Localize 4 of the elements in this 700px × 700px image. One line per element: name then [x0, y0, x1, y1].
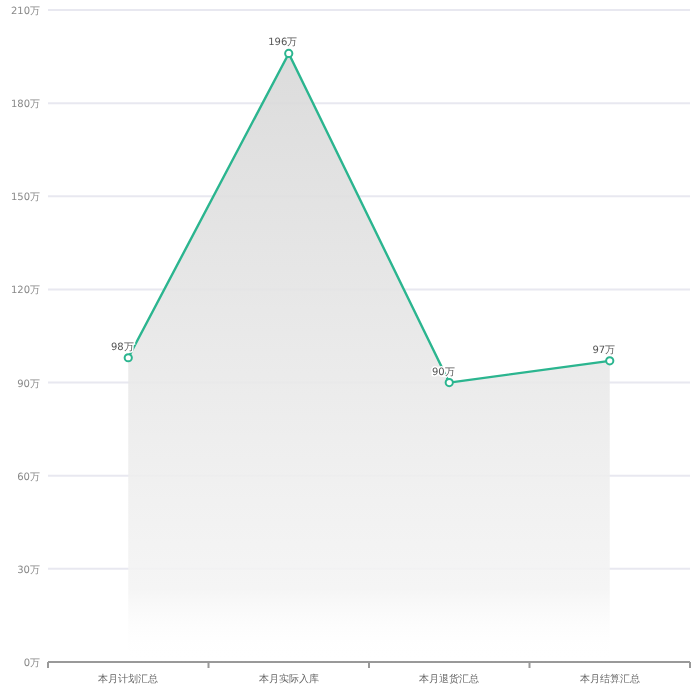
point [605, 356, 615, 366]
point [284, 48, 294, 59]
point [444, 377, 454, 388]
point [123, 353, 133, 363]
